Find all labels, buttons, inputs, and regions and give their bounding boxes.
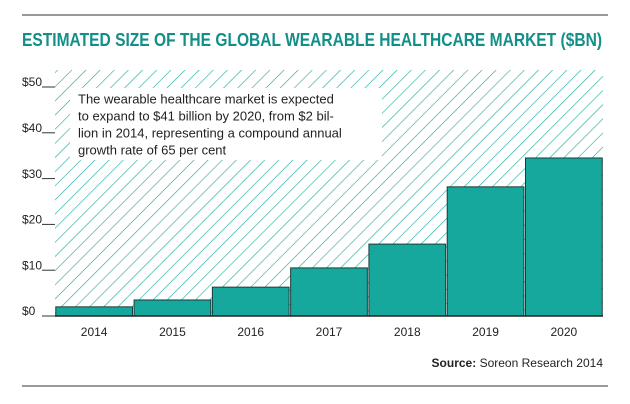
bar — [55, 306, 134, 317]
y-tick-label: $30 — [22, 167, 42, 181]
bar — [290, 267, 368, 317]
x-tick-label: 2016 — [237, 325, 264, 339]
y-tick-label: $50 — [22, 75, 42, 89]
x-tick-label: 2019 — [472, 325, 499, 339]
y-tick-label: $10 — [22, 258, 42, 272]
x-tick-label: 2015 — [159, 325, 186, 339]
bar — [133, 299, 212, 317]
annotation-line: to expand to $41 billion by 2020, from $… — [78, 108, 334, 123]
x-tick-label: 2020 — [551, 325, 578, 339]
x-tick-label: 2017 — [316, 325, 343, 339]
bar — [368, 243, 447, 317]
x-tick-label: 2014 — [81, 325, 108, 339]
chart-title: ESTIMATED SIZE OF THE GLOBAL WEARABLE HE… — [22, 30, 602, 50]
annotation-box — [70, 88, 382, 160]
bar — [446, 186, 525, 317]
y-tick-label: $0 — [22, 304, 36, 318]
annotation-line: The wearable healthcare market is expect… — [78, 91, 334, 106]
bar — [524, 157, 603, 317]
annotation-line: growth rate of 65 per cent — [78, 142, 227, 157]
annotation-line: lion in 2014, representing a compound an… — [78, 125, 342, 140]
source-label: Source: — [432, 356, 477, 370]
source-text: Soreon Research 2014 — [480, 356, 604, 370]
y-tick-label: $40 — [22, 121, 42, 135]
x-tick-label: 2018 — [394, 325, 421, 339]
bar — [211, 286, 290, 317]
y-tick-label: $20 — [22, 213, 42, 227]
source: Source: Soreon Research 2014 — [432, 356, 604, 370]
